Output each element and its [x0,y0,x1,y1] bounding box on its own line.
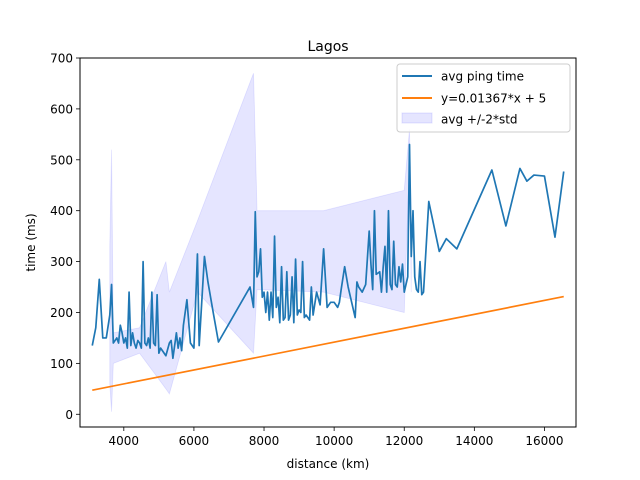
x-tick-label: 6000 [179,434,210,448]
legend-label-avg-ping: avg ping time [441,70,524,84]
y-tick-label: 300 [50,255,73,269]
x-tick-label: 10000 [315,434,353,448]
y-axis: 0 100 200 300 400 500 600 700 [50,52,80,422]
y-tick-label: 700 [50,52,73,66]
y-axis-label: time (ms) [24,213,38,271]
legend: avg ping time y=0.01367*x + 5 avg +/-2*s… [396,63,571,133]
chart-title: Lagos [307,39,348,55]
x-tick-label: 8000 [249,434,280,448]
y-tick-label: 200 [50,306,73,320]
x-axis-label: distance (km) [287,457,370,471]
y-tick-label: 0 [65,408,73,422]
legend-label-fit-line: y=0.01367*x + 5 [441,92,546,106]
legend-box [396,63,571,133]
y-tick-label: 100 [50,357,73,371]
fit-line [92,295,564,391]
series-line-layer [91,143,565,391]
legend-swatch-std-band [401,112,433,124]
plot-frame [79,57,577,428]
y-tick-label: 500 [50,153,73,167]
x-tick-label: 12000 [385,434,423,448]
x-tick-label: 14000 [455,434,493,448]
y-tick-label: 600 [50,102,73,116]
x-axis: 4000 6000 8000 10000 12000 14000 16000 [109,427,564,448]
y-tick-label: 400 [50,204,73,218]
x-tick-label: 4000 [109,434,140,448]
x-tick-label: 16000 [525,434,563,448]
legend-label-std-band: avg +/-2*std [441,113,518,127]
avg-ping-line [91,143,565,360]
std-band-layer [109,73,412,412]
std-band [109,73,412,412]
